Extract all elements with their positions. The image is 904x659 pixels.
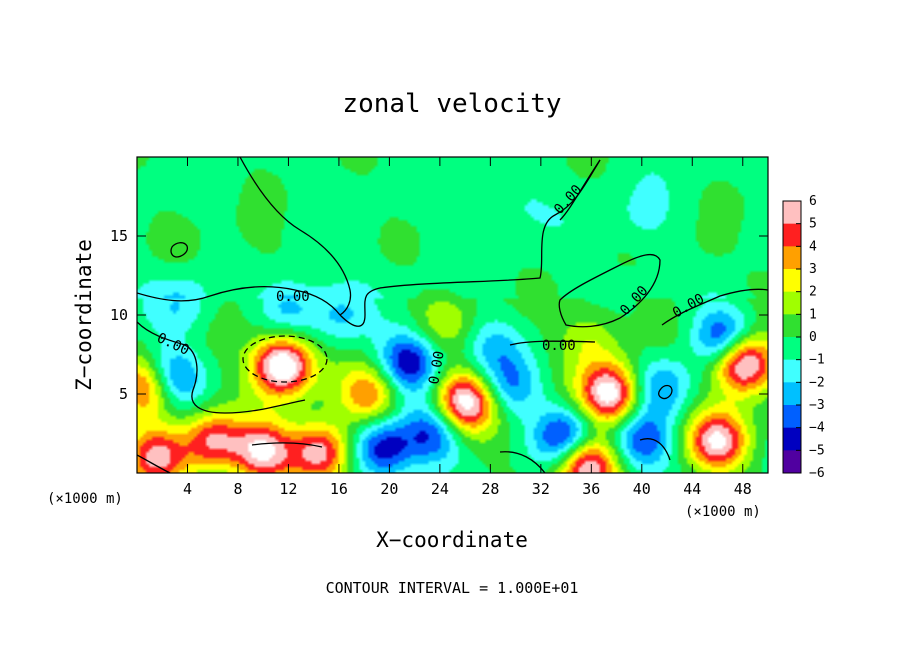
x-tick-label: 36 (582, 480, 600, 498)
colorbar-tick-label: −5 (809, 443, 825, 458)
colorbar-swatch (783, 291, 801, 315)
x-tick-label: 16 (330, 480, 348, 498)
x-tick-label: 28 (481, 480, 499, 498)
chart-title: zonal velocity (342, 89, 561, 119)
negative-contour (242, 335, 328, 383)
contour-label: 0.00 (426, 350, 448, 386)
y-tick-label: 10 (110, 306, 128, 324)
colorbar-swatch (783, 382, 801, 406)
y-tick-label: 15 (110, 227, 128, 245)
colorbar-tick-label: 2 (809, 285, 817, 300)
x-tick-label: 24 (431, 480, 449, 498)
colorbar-tick-label: −3 (809, 398, 825, 413)
x-axis-ticks: 4 8 12 16 20 24 28 32 36 40 44 48 (183, 157, 752, 498)
zero-contours (137, 157, 768, 473)
y-unit-label: (×1000 m) (47, 491, 123, 507)
x-tick-label: 8 (233, 480, 242, 498)
contour-label: 0.00 (542, 338, 576, 354)
y-axis-ticks: 5 10 15 (110, 227, 768, 403)
colorbar-swatch (783, 314, 801, 338)
x-tick-label: 44 (683, 480, 701, 498)
colorbar-swatch (783, 223, 801, 247)
contour-line (170, 242, 188, 258)
colorbar-swatch (783, 359, 801, 383)
x-tick-label: 48 (734, 480, 752, 498)
colorbar-tick-label: −2 (809, 375, 825, 390)
contour-label: 0.00 (276, 289, 310, 305)
colorbar-tick-label: 5 (809, 217, 817, 232)
contour-line (639, 438, 671, 461)
contour-line (661, 288, 768, 326)
contour-line (239, 157, 352, 316)
contour-line (658, 384, 673, 400)
contour-line (499, 451, 546, 473)
x-tick-label: 12 (279, 480, 297, 498)
colorbar-swatch (783, 246, 801, 270)
contour-line (137, 321, 306, 414)
contour-interval-text: CONTOUR INTERVAL = 1.000E+01 (326, 579, 579, 597)
colorbar-tick-label: 3 (809, 262, 817, 277)
contour-line (137, 285, 341, 316)
x-tick-label: 32 (532, 480, 550, 498)
x-tick-label: 40 (633, 480, 651, 498)
colorbar-tick-label: −6 (809, 466, 825, 481)
contour-line (251, 442, 323, 448)
colorbar-swatch (783, 201, 801, 225)
velocity-field (137, 157, 768, 473)
x-tick-label: 20 (380, 480, 398, 498)
contour-line (137, 454, 171, 473)
colorbar-tick-label: −1 (809, 353, 825, 368)
y-axis-label: Z−coordinate (72, 239, 96, 391)
colorbar-swatch (783, 427, 801, 451)
colorbar-swatch (783, 337, 801, 361)
y-tick-label: 5 (119, 385, 128, 403)
colorbar-tick-label: 1 (809, 307, 817, 322)
contour-line (559, 159, 601, 221)
x-tick-label: 4 (183, 480, 192, 498)
colorbar-swatch (783, 450, 801, 474)
colorbar: 6 5 4 3 2 1 0 −1 −2 −3 −4 −5 −6 (782, 194, 825, 481)
contour-line (509, 340, 596, 346)
x-unit-label: (×1000 m) (685, 504, 761, 520)
colorbar-tick-label: 4 (809, 239, 817, 254)
colorbar-tick-label: 6 (809, 194, 817, 209)
colorbar-tick-label: 0 (809, 330, 817, 345)
x-axis-label: X−coordinate (376, 528, 528, 552)
contour-line (558, 253, 661, 328)
colorbar-swatch (783, 269, 801, 293)
contour-line (339, 159, 601, 327)
colorbar-swatch (783, 405, 801, 429)
colorbar-tick-label: −4 (809, 421, 825, 436)
